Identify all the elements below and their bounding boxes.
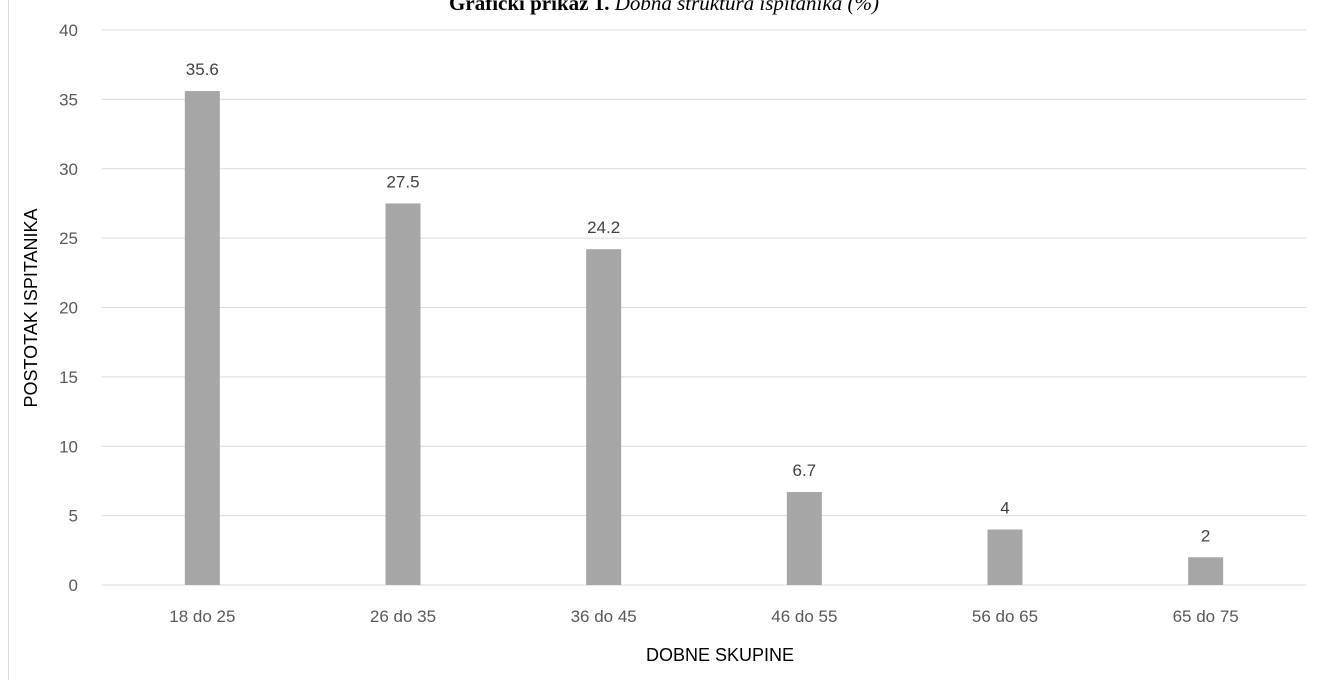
y-tick-label: 5 xyxy=(69,507,78,526)
x-tick-label: 46 do 55 xyxy=(771,607,837,626)
frame-border xyxy=(8,0,9,680)
y-tick-label: 40 xyxy=(59,21,78,40)
x-tick-label: 36 do 45 xyxy=(571,607,637,626)
x-axis-label: DOBNE SKUPINE xyxy=(646,645,794,665)
y-tick-label: 10 xyxy=(59,437,78,456)
bar xyxy=(586,249,622,585)
bar xyxy=(385,203,421,585)
bar xyxy=(786,492,822,585)
y-tick-label: 20 xyxy=(59,299,78,318)
y-tick-label: 30 xyxy=(59,160,78,179)
y-tick-label: 15 xyxy=(59,368,78,387)
x-tick-label: 56 do 65 xyxy=(972,607,1038,626)
bar xyxy=(184,91,220,586)
data-label: 6.7 xyxy=(793,461,817,480)
y-axis-label: POSTOTAK ISPITANIKA xyxy=(21,208,41,407)
gridlines xyxy=(102,29,1306,586)
bar xyxy=(987,529,1023,585)
y-axis-ticks: 0 5 10 15 20 25 30 35 40 xyxy=(59,21,78,595)
data-label: 27.5 xyxy=(386,172,419,191)
data-label: 24.2 xyxy=(587,218,620,237)
y-tick-label: 0 xyxy=(69,576,78,595)
chart-title-label: Grafički prikaz 1. xyxy=(449,0,610,15)
x-axis-ticks: 18 do 25 26 do 35 36 do 45 46 do 55 56 do 65… xyxy=(169,607,1239,626)
bar xyxy=(1188,557,1224,585)
chart-subtitle: Dobna struktura ispitanika (%) xyxy=(614,0,879,15)
y-tick-label: 25 xyxy=(59,229,78,248)
x-tick-label: 18 do 25 xyxy=(169,607,235,626)
bars xyxy=(184,91,1224,586)
x-tick-label: 26 do 35 xyxy=(370,607,436,626)
x-tick-label: 65 do 75 xyxy=(1173,607,1239,626)
data-label: 35.6 xyxy=(186,60,219,79)
data-label: 2 xyxy=(1201,526,1210,545)
chart-title: Grafički prikaz 1. Dobna struktura ispit… xyxy=(0,0,1328,16)
y-tick-label: 35 xyxy=(59,90,78,109)
data-labels: 35.6 27.5 24.2 6.7 4 2 xyxy=(186,60,1211,545)
data-label: 4 xyxy=(1000,499,1009,518)
